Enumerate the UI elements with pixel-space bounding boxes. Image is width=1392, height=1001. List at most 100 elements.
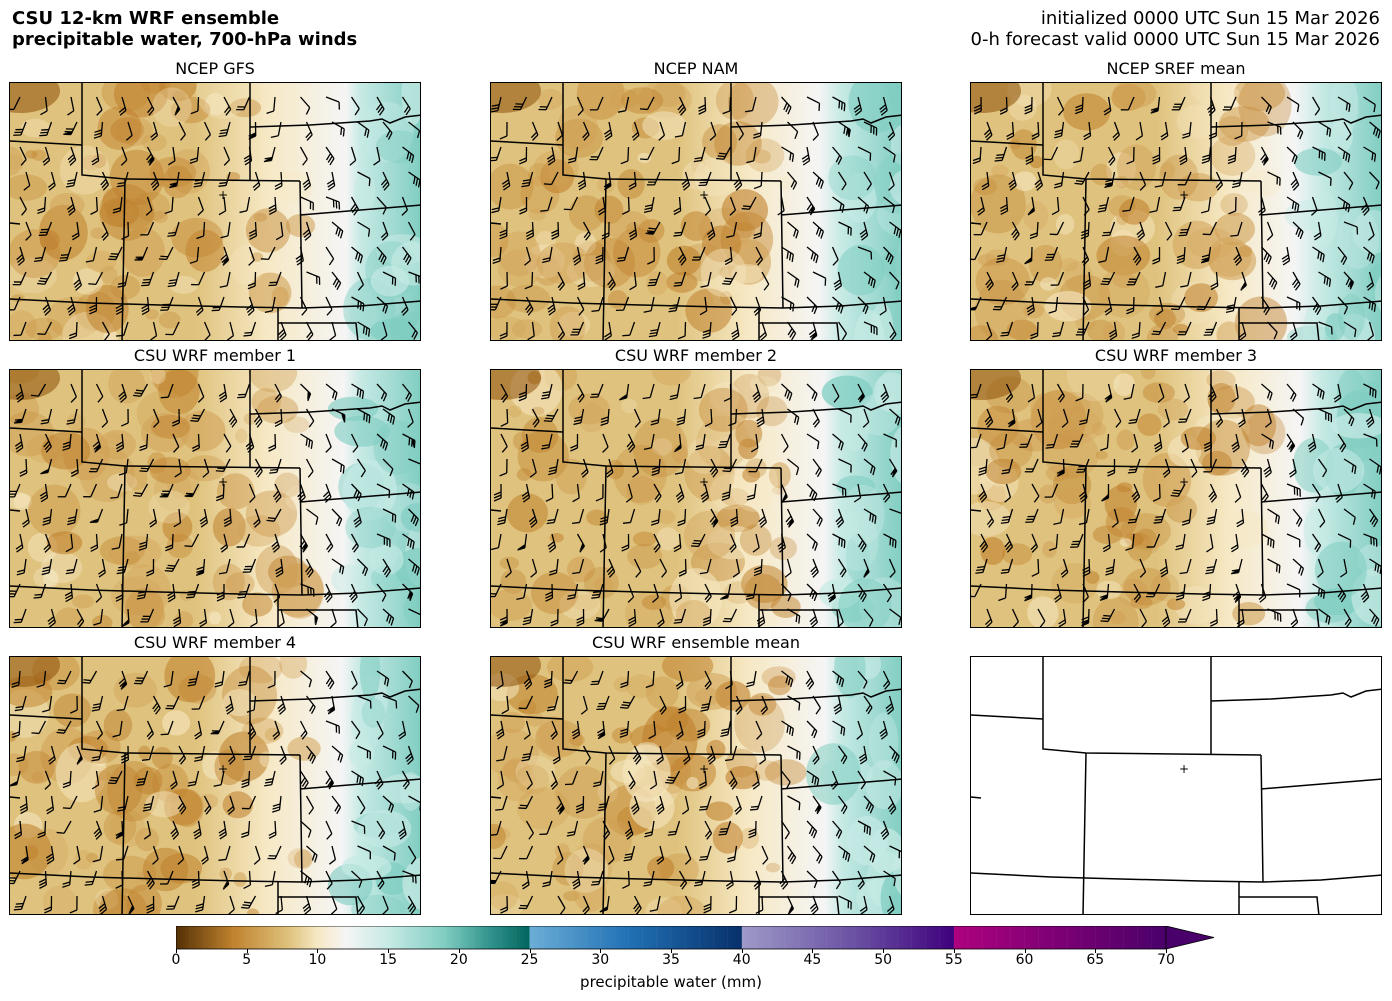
wind-barb bbox=[401, 96, 411, 116]
wind-barb bbox=[152, 845, 159, 865]
wind-barb bbox=[382, 558, 391, 578]
wind-barb bbox=[1019, 433, 1033, 448]
wind-barb bbox=[648, 720, 656, 740]
wind-barb bbox=[407, 845, 417, 865]
wind-barb bbox=[350, 433, 359, 453]
wind-barb bbox=[495, 720, 505, 740]
wind-barb bbox=[270, 121, 282, 138]
wind-barb bbox=[382, 745, 397, 760]
wind-barb bbox=[977, 196, 985, 216]
wind-barb bbox=[351, 770, 364, 787]
wind-barb bbox=[620, 695, 636, 709]
wind-barb bbox=[656, 608, 665, 627]
wind-barb bbox=[178, 121, 186, 141]
wind-barb bbox=[570, 321, 585, 336]
wind-barb bbox=[859, 221, 869, 241]
wind-barb bbox=[1292, 558, 1305, 576]
wind-barb bbox=[1104, 296, 1113, 316]
wind-barb bbox=[1178, 608, 1192, 623]
wind-barb bbox=[572, 483, 580, 503]
wind-barb bbox=[89, 296, 98, 315]
wind-barb bbox=[564, 770, 579, 786]
wind-barb bbox=[73, 271, 82, 291]
location-marker-icon: + bbox=[699, 475, 709, 489]
wind-barb bbox=[1133, 583, 1142, 603]
wind-barb bbox=[622, 508, 636, 524]
wind-barb bbox=[1159, 558, 1169, 578]
wind-barb bbox=[264, 296, 276, 314]
wind-barb bbox=[1107, 146, 1116, 166]
wind-barb bbox=[785, 508, 795, 528]
wind-barb bbox=[547, 296, 556, 316]
wind-barb bbox=[401, 246, 412, 266]
wind-barb bbox=[1006, 121, 1015, 141]
wind-barb bbox=[10, 96, 21, 111]
wind-barb bbox=[524, 296, 534, 316]
wind-barb bbox=[38, 221, 53, 236]
wind-barb bbox=[351, 246, 364, 264]
wind-barb bbox=[167, 221, 180, 237]
wind-barb bbox=[300, 670, 312, 688]
wind-barb bbox=[145, 146, 155, 166]
wind-barb bbox=[1267, 171, 1281, 186]
wind-barb bbox=[557, 271, 565, 291]
wind-barb bbox=[325, 533, 334, 553]
wind-barb bbox=[149, 508, 158, 528]
state-border-line bbox=[491, 796, 502, 799]
wind-barb bbox=[837, 745, 848, 765]
wind-barb bbox=[12, 271, 27, 286]
state-border-line bbox=[971, 796, 982, 799]
wind-barb bbox=[699, 845, 712, 861]
wind-barb bbox=[1152, 483, 1161, 502]
wind-barb bbox=[831, 383, 840, 403]
wind-barb bbox=[1288, 458, 1297, 478]
wind-barb bbox=[65, 558, 78, 575]
wind-barb bbox=[1152, 246, 1161, 265]
wind-barb bbox=[677, 321, 687, 340]
state-border-line bbox=[1042, 83, 1262, 182]
wind-barb bbox=[735, 121, 745, 141]
wind-barb bbox=[350, 96, 360, 116]
map-panel-member-1: + bbox=[9, 369, 421, 628]
wind-barb bbox=[1289, 321, 1298, 340]
wind-barb bbox=[16, 246, 25, 266]
wind-barb bbox=[889, 845, 901, 859]
location-marker-icon: + bbox=[1179, 475, 1189, 489]
wind-barb bbox=[1231, 433, 1240, 453]
wind-barb bbox=[1102, 221, 1116, 237]
wind-barb bbox=[92, 845, 104, 863]
wind-barb bbox=[57, 483, 72, 498]
wind-barb bbox=[1240, 458, 1250, 478]
wind-barb bbox=[879, 96, 888, 116]
wind-barb bbox=[1237, 408, 1246, 428]
wind-barb bbox=[698, 96, 707, 115]
wind-barb bbox=[748, 820, 757, 839]
wind-barb bbox=[625, 483, 633, 503]
wind-barb bbox=[266, 96, 276, 114]
wind-barb bbox=[1034, 171, 1044, 191]
wind-barb bbox=[627, 583, 635, 603]
wind-barb bbox=[628, 608, 637, 627]
wind-barb bbox=[356, 458, 366, 478]
wind-barb bbox=[702, 321, 712, 339]
wind-barb bbox=[996, 433, 1008, 451]
wind-barb bbox=[730, 508, 739, 528]
wind-barb bbox=[699, 296, 708, 316]
wind-barb bbox=[272, 720, 281, 740]
state-border-line bbox=[1260, 491, 1381, 503]
wind-barb bbox=[1105, 558, 1116, 576]
wind-barb bbox=[376, 670, 390, 687]
wind-barb bbox=[408, 508, 419, 527]
wind-barb bbox=[331, 458, 345, 474]
wind-barb bbox=[546, 508, 559, 525]
wind-barb bbox=[629, 271, 637, 291]
colorbar bbox=[176, 926, 1215, 950]
wind-barb bbox=[89, 458, 104, 473]
wind-barb bbox=[550, 608, 559, 627]
wind-barb bbox=[57, 670, 72, 685]
wind-barb bbox=[13, 321, 27, 337]
wind-barb bbox=[351, 383, 365, 399]
wind-barb bbox=[650, 508, 661, 526]
wind-barb bbox=[1369, 608, 1380, 627]
state-border-line bbox=[249, 114, 420, 128]
